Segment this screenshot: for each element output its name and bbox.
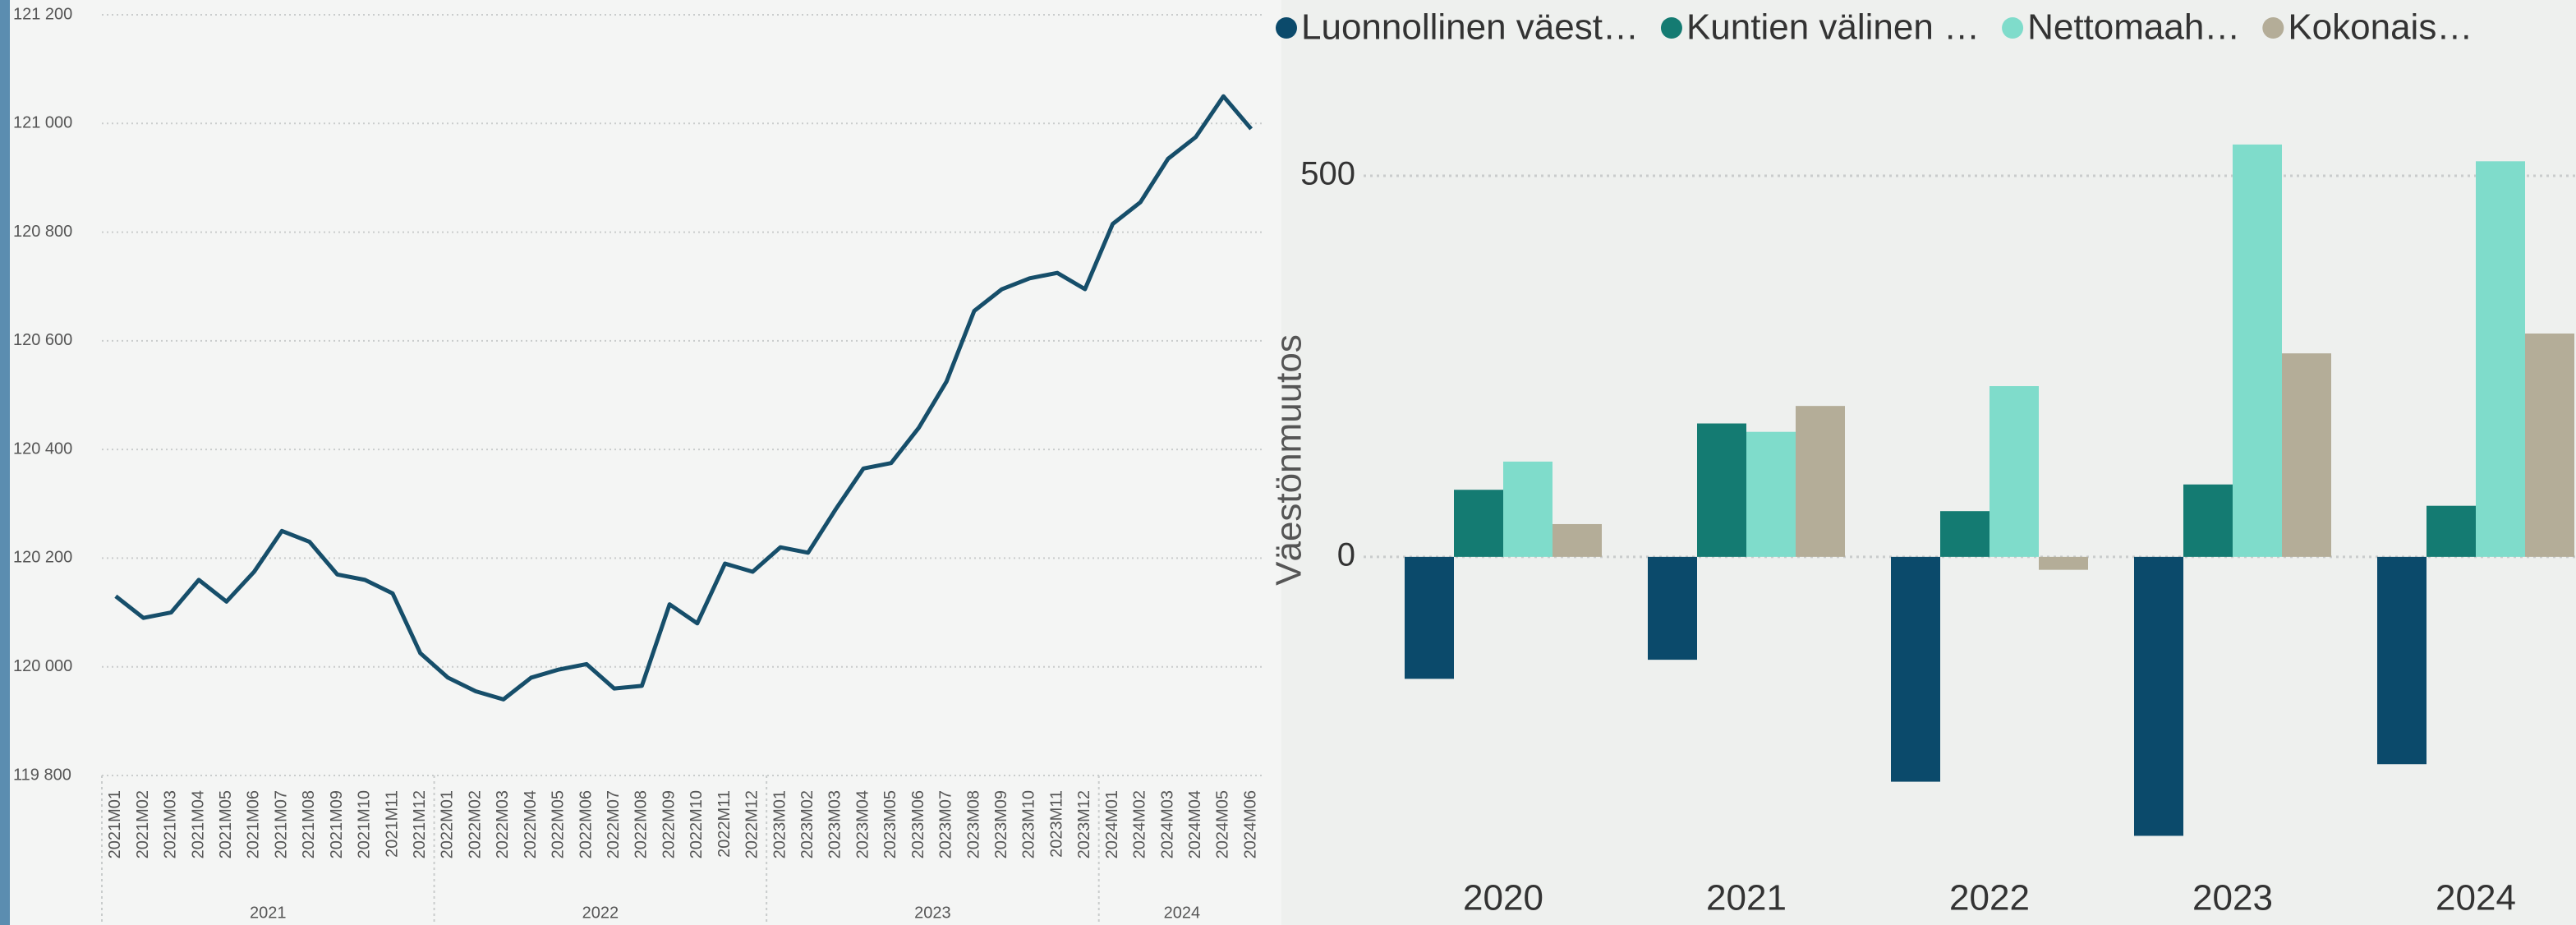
x-tick-label: 2022M02 (466, 790, 484, 858)
x-tick-label: 2021M08 (300, 790, 318, 858)
x-tick-label: 2022M06 (577, 790, 595, 858)
legend-label: Nettomaah… (2027, 7, 2240, 48)
x-tick-label: 2023M12 (1075, 790, 1093, 858)
chart: 119 800 120 000 120 200 120 400 120 600 120 8… (0, 0, 2576, 925)
x-tick-label: 2022M08 (632, 790, 651, 858)
y-tick-label: 120 200 (13, 549, 72, 567)
bar (2525, 334, 2574, 557)
x-tick-label: 2023M05 (881, 790, 899, 858)
x-tick-label: 2024M06 (1241, 790, 1259, 858)
x-group-label: 2024 (1164, 904, 1201, 922)
x-tick-label: 2023M04 (853, 790, 872, 858)
y-tick-label: 0 (1337, 536, 1355, 573)
x-tick-label: 2021M05 (217, 790, 235, 858)
x-tick-label: 2023M07 (937, 790, 955, 858)
x-group-label: 2021 (250, 904, 287, 922)
x-tick-label: 2024M03 (1158, 790, 1176, 858)
x-tick-label: 2021M04 (189, 790, 207, 858)
x-tick-label: 2022M03 (494, 790, 512, 858)
legend-label: Luonnollinen väest… (1301, 7, 1639, 48)
bar (1648, 557, 1697, 660)
bar (2039, 557, 2088, 570)
x-tick-label: 2022M09 (660, 790, 678, 858)
y-tick-label: 120 000 (13, 657, 72, 675)
x-tick-label: 2022 (1949, 878, 2030, 918)
legend-label: Kokonais… (2288, 7, 2472, 48)
x-tick-label: 2022M07 (605, 790, 623, 858)
x-tick-label: 2023M11 (1047, 790, 1065, 858)
x-tick-label: 2022M05 (550, 790, 568, 858)
y-tick-label: 500 (1300, 156, 1355, 192)
left-border (0, 0, 10, 925)
y-tick-label: 120 800 (13, 223, 72, 241)
bar (2377, 557, 2426, 764)
y-tick-label: 121 200 (13, 5, 72, 23)
x-tick-label: 2022M10 (688, 790, 706, 858)
x-tick-label: 2021M10 (356, 790, 374, 858)
y-tick-label: 120 400 (13, 439, 72, 458)
bar (2476, 161, 2525, 557)
x-tick-label: 2022M12 (743, 790, 761, 858)
legend-marker (2262, 17, 2284, 39)
y-axis-label: Väestönmuutos (1269, 334, 1309, 586)
x-group-label: 2023 (914, 904, 951, 922)
bar (1746, 432, 1796, 557)
x-tick-label: 2024M01 (1103, 790, 1121, 858)
bar (2134, 557, 2183, 836)
bar (2183, 485, 2233, 557)
bar (1503, 462, 1552, 557)
x-tick-label: 2021M03 (162, 790, 180, 858)
x-tick-label: 2023M03 (826, 790, 844, 858)
x-tick-label: 2024 (2436, 878, 2516, 918)
x-tick-label: 2021M09 (328, 790, 346, 858)
bar (1990, 386, 2039, 557)
bar (1891, 557, 1940, 782)
x-tick-label: 2023M10 (1020, 790, 1038, 858)
x-tick-label: 2021 (1706, 878, 1787, 918)
x-tick-label: 2023M09 (992, 790, 1010, 858)
y-tick-label: 119 800 (13, 766, 71, 784)
bar (1697, 423, 1746, 556)
bar (1796, 406, 1845, 557)
x-tick-label: 2023M06 (909, 790, 927, 858)
x-tick-label: 2021M07 (272, 790, 290, 858)
x-tick-label: 2021M02 (134, 790, 152, 858)
x-tick-label: 2021M06 (245, 790, 263, 858)
x-tick-label: 2024M02 (1131, 790, 1149, 858)
bar (1940, 511, 1990, 557)
x-group-label: 2022 (582, 904, 619, 922)
page: 119 800 120 000 120 200 120 400 120 600 120 8… (0, 0, 2576, 925)
x-tick-label: 2021M11 (383, 790, 401, 858)
x-tick-label: 2022M01 (439, 790, 457, 858)
x-tick-label: 2024M05 (1214, 790, 1232, 858)
x-tick-label: 2020 (1463, 878, 1543, 918)
bar (1552, 524, 1602, 557)
x-tick-label: 2023 (2192, 878, 2273, 918)
legend-marker (2002, 17, 2023, 39)
x-tick-label: 2024M04 (1186, 790, 1204, 858)
bar (2233, 145, 2282, 557)
y-tick-label: 120 600 (13, 331, 72, 349)
bar (1405, 557, 1454, 679)
bar (2426, 506, 2476, 557)
x-tick-label: 2021M01 (106, 790, 124, 858)
legend-marker (1276, 17, 1297, 39)
x-tick-label: 2022M11 (715, 790, 734, 858)
x-tick-label: 2023M08 (964, 790, 982, 858)
left-panel (0, 0, 1281, 925)
x-tick-label: 2021M12 (411, 790, 429, 858)
bar (2282, 353, 2331, 557)
legend-label: Kuntien välinen … (1686, 7, 1980, 48)
x-tick-label: 2022M04 (522, 790, 540, 858)
x-tick-label: 2023M02 (798, 790, 816, 858)
bar (1454, 490, 1503, 557)
y-tick-label: 121 000 (13, 114, 72, 132)
legend-marker (1661, 17, 1682, 39)
x-tick-label: 2023M01 (770, 790, 789, 858)
